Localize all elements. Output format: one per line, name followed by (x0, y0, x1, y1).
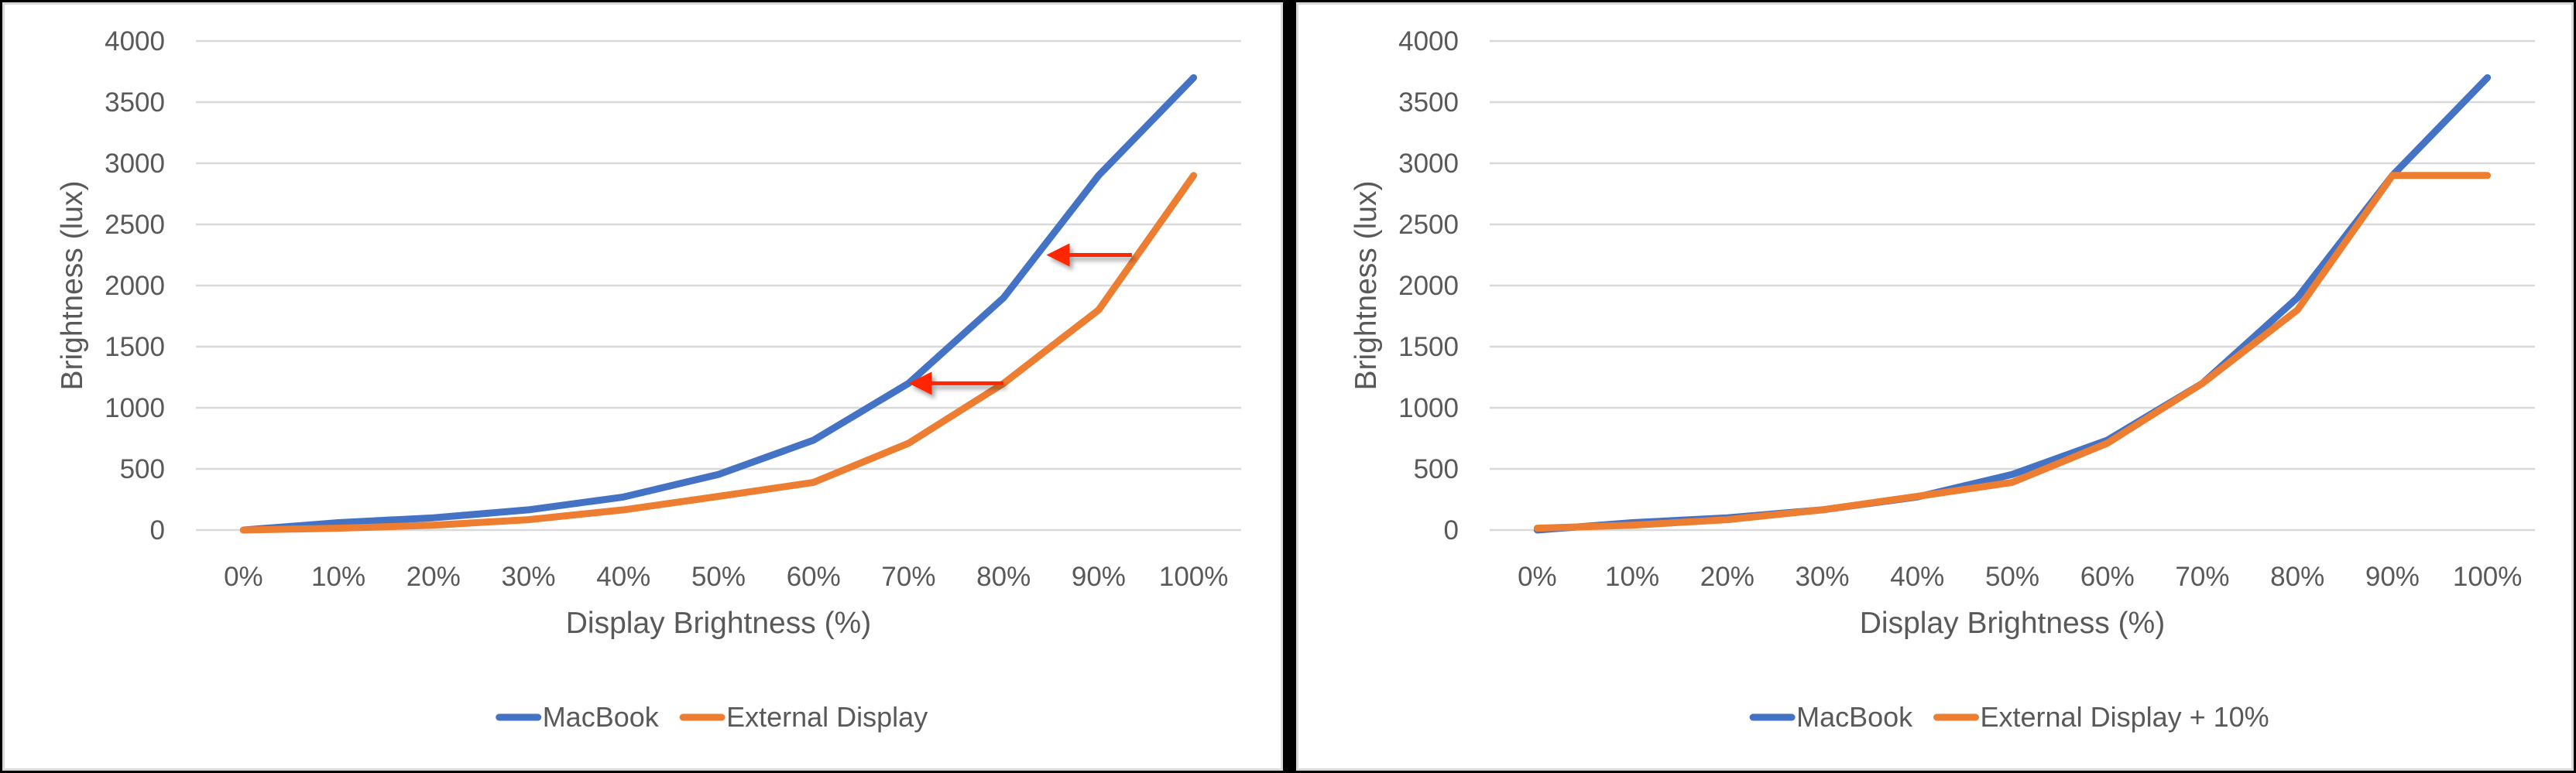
gridlines (1490, 39, 2535, 532)
x-tick-label: 10% (311, 562, 365, 592)
x-tick-label: 90% (1072, 562, 1126, 592)
chart-left-panel: 0 500 1000 1500 2000 2500 3000 3500 4000 0% 10% 20%… (2, 2, 1283, 771)
y-tick-label: 2000 (105, 271, 165, 301)
legend-item: External Display (679, 701, 928, 733)
chart-left: 0 500 1000 1500 2000 2500 3000 3500 4000 0% 10% 20%… (56, 26, 1241, 733)
x-tick-label: 30% (1796, 562, 1850, 592)
chart-right-panel: 0 500 1000 1500 2000 2500 3000 3500 4000 0% 10% 20%… (1296, 2, 2574, 771)
y-tick-label: 1500 (1398, 332, 1459, 362)
legend-label: MacBook (1796, 701, 1913, 733)
x-tick-label: 90% (2365, 562, 2420, 592)
x-tick-label: 30% (502, 562, 556, 592)
x-axis-title: Display Brightness (%) (1860, 607, 2165, 640)
x-tick-label: 20% (406, 562, 461, 592)
x-tick-label: 60% (2080, 562, 2135, 592)
x-tick-label: 0% (1518, 562, 1557, 592)
x-tick-label: 80% (976, 562, 1031, 592)
x-tick-label: 50% (1985, 562, 2039, 592)
annotations (908, 243, 1132, 395)
series-lines (1533, 74, 2492, 534)
x-tick-label: 60% (787, 562, 841, 592)
y-tick-label: 1000 (1398, 393, 1459, 423)
x-axis-ticks: 0% 10% 20% 30% 40% 50% 60% 70% 80% 90% 100% (224, 562, 1228, 592)
x-tick-label: 100% (2453, 562, 2523, 592)
gridlines (196, 39, 1241, 532)
legend-label: External Display + 10% (1981, 701, 2269, 733)
y-tick-label: 500 (120, 454, 165, 484)
x-tick-label: 80% (2270, 562, 2324, 592)
legend-item: External Display + 10% (1933, 701, 2269, 733)
x-tick-label: 40% (596, 562, 650, 592)
series-line-macbook (1533, 74, 2492, 534)
chart-right: 0 500 1000 1500 2000 2500 3000 3500 4000 0% 10% 20%… (1350, 26, 2535, 733)
series-line-external-display (239, 172, 1198, 534)
legend-label: External Display (726, 701, 928, 733)
y-tick-label: 4000 (105, 26, 165, 56)
y-tick-label: 3000 (105, 149, 165, 179)
series-line-external-display-10- (1533, 172, 2492, 532)
series-lines (239, 74, 1198, 534)
y-tick-label: 3500 (105, 87, 165, 118)
y-tick-label: 2500 (105, 210, 165, 240)
x-tick-label: 50% (691, 562, 746, 592)
y-tick-label: 1000 (105, 393, 165, 423)
y-axis-title: Brightness (lux) (56, 181, 89, 391)
y-axis-ticks: 0 500 1000 1500 2000 2500 3000 3500 4000 (105, 26, 165, 546)
x-tick-label: 10% (1605, 562, 1659, 592)
legend-label: MacBook (543, 701, 660, 733)
legend: MacBook External Display (496, 701, 928, 733)
red-arrow-left-icon (1046, 243, 1132, 267)
y-tick-label: 4000 (1398, 26, 1459, 56)
y-tick-label: 0 (150, 515, 165, 546)
x-tick-label: 40% (1890, 562, 1944, 592)
x-tick-label: 20% (1700, 562, 1754, 592)
x-tick-label: 70% (881, 562, 935, 592)
y-tick-label: 2000 (1398, 271, 1459, 301)
red-arrow-left-icon (908, 371, 1004, 395)
x-tick-label: 70% (2175, 562, 2229, 592)
y-axis-ticks: 0 500 1000 1500 2000 2500 3000 3500 4000 (1398, 26, 1459, 546)
legend: MacBook External Display + 10% (1749, 701, 2269, 733)
y-tick-label: 3500 (1398, 87, 1459, 118)
y-tick-label: 2500 (1398, 210, 1459, 240)
x-axis-ticks: 0% 10% 20% 30% 40% 50% 60% 70% 80% 90% 100% (1518, 562, 2522, 592)
y-tick-label: 500 (1414, 454, 1459, 484)
legend-item: MacBook (1749, 701, 1913, 733)
y-axis-title: Brightness (lux) (1350, 181, 1383, 391)
series-line-macbook (239, 74, 1198, 534)
y-tick-label: 0 (1444, 515, 1459, 546)
y-tick-label: 1500 (105, 332, 165, 362)
y-tick-label: 3000 (1398, 149, 1459, 179)
x-axis-title: Display Brightness (%) (566, 607, 871, 640)
x-tick-label: 0% (224, 562, 263, 592)
x-tick-label: 100% (1159, 562, 1229, 592)
legend-item: MacBook (496, 701, 660, 733)
